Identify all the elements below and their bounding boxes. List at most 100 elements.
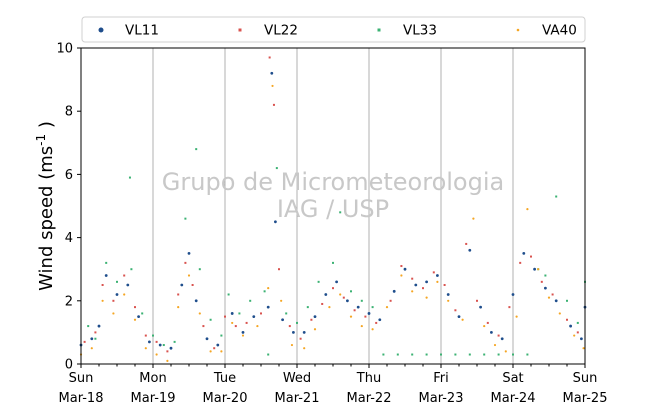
data-point-vl22: [422, 287, 424, 290]
data-point-va40: [231, 321, 234, 325]
data-point-va40: [526, 208, 529, 211]
data-point-vl11: [158, 343, 162, 347]
data-point-vl33: [238, 312, 241, 315]
data-point-vl22: [443, 284, 446, 286]
data-point-vl11: [205, 337, 209, 341]
data-point-vl33: [371, 306, 374, 309]
x-tick-label-date: Mar-24: [491, 391, 536, 406]
legend: VL11 VL22 VL33 VA40: [81, 16, 586, 43]
data-point-vl11: [378, 318, 382, 322]
data-point-va40: [241, 334, 245, 337]
data-point-vl22: [321, 302, 324, 305]
data-point-vl33: [555, 195, 558, 198]
data-point-va40: [90, 347, 93, 350]
data-point-vl33: [411, 353, 414, 356]
data-point-vl11: [270, 71, 274, 75]
data-point-vl33: [306, 306, 309, 309]
data-point-vl11: [346, 299, 349, 303]
data-point-vl22: [364, 315, 367, 318]
data-point-va40: [461, 318, 464, 321]
data-point-vl22: [101, 284, 104, 286]
data-point-vl33: [317, 280, 320, 283]
data-point-vl22: [144, 334, 147, 337]
data-point-vl33: [576, 321, 579, 324]
data-point-va40: [280, 299, 283, 302]
data-point-vl11: [425, 280, 428, 284]
x-tick-label-date: Mar-18: [59, 391, 104, 406]
data-point-vl22: [272, 103, 275, 106]
data-point-va40: [267, 287, 270, 290]
data-point-vl22: [486, 321, 489, 324]
data-point-vl33: [566, 299, 568, 302]
data-point-vl11: [403, 267, 407, 271]
data-point-va40: [256, 324, 259, 328]
data-point-vl22: [245, 321, 248, 324]
data-point-va40: [220, 350, 223, 353]
x-tick-label-day: Sun: [573, 371, 598, 386]
legend-marker-vl33: [377, 28, 381, 32]
data-point-va40: [515, 315, 518, 318]
data-point-vl11: [104, 274, 108, 277]
data-point-va40: [166, 359, 169, 362]
data-point-vl22: [155, 340, 158, 343]
data-point-vl11: [511, 293, 515, 296]
data-point-va40: [371, 328, 374, 331]
data-point-vl11: [569, 324, 572, 328]
data-point-va40: [155, 353, 158, 356]
data-point-vl22: [177, 293, 180, 296]
data-point-va40: [328, 306, 331, 309]
data-point-vl33: [285, 312, 288, 315]
data-point-vl33: [497, 353, 500, 356]
data-point-vl22: [202, 325, 205, 328]
data-point-vl22: [508, 306, 511, 309]
data-point-vl22: [540, 280, 543, 283]
data-point-va40: [537, 268, 540, 271]
data-point-vl11: [414, 283, 418, 287]
data-point-vl22: [400, 265, 403, 268]
data-point-va40: [123, 293, 126, 296]
x-tick-label-date: Mar-20: [203, 391, 248, 406]
data-point-va40: [447, 299, 450, 302]
data-point-vl11: [479, 305, 482, 309]
x-tick-label-day: Tue: [213, 371, 236, 386]
x-tick-label-day: Sun: [69, 371, 94, 386]
data-point-vl11: [274, 220, 277, 224]
x-tick-label-day: Fri: [433, 371, 449, 386]
data-point-va40: [187, 274, 191, 277]
data-point-vl22: [576, 331, 579, 334]
data-point-vl33: [162, 344, 165, 347]
data-point-vl11: [180, 283, 184, 287]
data-point-vl22: [94, 331, 97, 334]
data-point-vl11: [446, 293, 450, 296]
data-point-va40: [360, 324, 363, 328]
data-point-vl22: [123, 274, 126, 277]
legend-marker-vl22: [238, 28, 242, 32]
data-point-va40: [385, 306, 389, 309]
data-point-vl11: [266, 305, 270, 309]
data-point-vl33: [440, 353, 442, 356]
x-tick-label-day: Sat: [502, 371, 523, 386]
data-point-vl22: [288, 325, 291, 328]
data-point-va40: [313, 328, 317, 331]
data-point-va40: [558, 312, 561, 315]
data-point-vl22: [389, 299, 392, 302]
data-point-vl22: [432, 271, 435, 274]
y-tick-label: 10: [56, 42, 73, 57]
data-point-vl33: [173, 340, 176, 343]
data-point-vl33: [152, 334, 154, 337]
data-point-vl22: [166, 350, 169, 353]
data-point-vl33: [425, 353, 428, 356]
data-point-vl22: [134, 306, 136, 309]
data-point-vl11: [292, 331, 295, 334]
data-point-va40: [483, 324, 486, 328]
data-point-vl22: [260, 312, 262, 315]
data-point-vl22: [566, 318, 568, 321]
x-tick-label-day: Wed: [283, 371, 311, 386]
data-point-va40: [177, 306, 180, 309]
watermark-text: Grupo de Micrometeorologia: [162, 168, 504, 196]
data-point-vl11: [457, 315, 461, 318]
data-point-va40: [582, 347, 585, 350]
data-point-vl22: [411, 277, 414, 280]
data-point-vl22: [465, 242, 468, 245]
